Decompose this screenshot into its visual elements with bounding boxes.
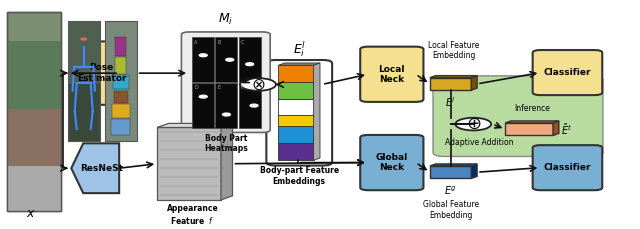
Text: A: A xyxy=(194,40,198,45)
Text: $\tilde{E}^t$: $\tilde{E}^t$ xyxy=(561,122,572,137)
FancyBboxPatch shape xyxy=(7,12,61,211)
Text: Appearance
Feature  $f$: Appearance Feature $f$ xyxy=(166,204,218,226)
Text: $x$: $x$ xyxy=(26,207,36,220)
Text: $M_i$: $M_i$ xyxy=(218,12,234,27)
Circle shape xyxy=(223,113,230,116)
Text: Body-part Feature
Embeddings: Body-part Feature Embeddings xyxy=(260,166,339,186)
FancyBboxPatch shape xyxy=(278,99,314,115)
Polygon shape xyxy=(71,143,119,193)
Text: $E^g$: $E^g$ xyxy=(444,185,457,197)
Text: Body Part
Heatmaps: Body Part Heatmaps xyxy=(204,134,248,153)
Text: Adaptive Addition: Adaptive Addition xyxy=(445,138,514,147)
Polygon shape xyxy=(505,121,559,123)
Text: Inference: Inference xyxy=(515,104,550,113)
FancyBboxPatch shape xyxy=(239,83,260,128)
FancyBboxPatch shape xyxy=(278,82,314,99)
FancyBboxPatch shape xyxy=(360,135,424,190)
FancyBboxPatch shape xyxy=(7,41,61,109)
Text: Pose
Estimator: Pose Estimator xyxy=(77,63,126,83)
Text: $\otimes$: $\otimes$ xyxy=(251,76,266,93)
Circle shape xyxy=(246,63,253,65)
FancyBboxPatch shape xyxy=(433,76,603,156)
FancyBboxPatch shape xyxy=(111,120,131,135)
Text: Classifier: Classifier xyxy=(544,68,591,77)
FancyBboxPatch shape xyxy=(7,109,61,166)
Text: Global
Neck: Global Neck xyxy=(376,153,408,172)
FancyBboxPatch shape xyxy=(430,78,471,90)
FancyBboxPatch shape xyxy=(278,115,314,126)
Circle shape xyxy=(456,118,491,131)
FancyBboxPatch shape xyxy=(360,47,424,102)
FancyBboxPatch shape xyxy=(532,145,602,190)
Text: D: D xyxy=(194,85,198,90)
FancyBboxPatch shape xyxy=(115,37,126,56)
FancyBboxPatch shape xyxy=(239,37,260,82)
Text: Classifier: Classifier xyxy=(544,163,591,172)
FancyBboxPatch shape xyxy=(68,21,100,85)
FancyBboxPatch shape xyxy=(278,143,314,160)
FancyBboxPatch shape xyxy=(105,21,137,141)
Text: $E_i^l$: $E_i^l$ xyxy=(292,40,306,59)
Text: $\oplus$: $\oplus$ xyxy=(465,115,481,133)
Text: Local Feature
Embedding: Local Feature Embedding xyxy=(428,41,479,60)
Text: C: C xyxy=(241,40,244,45)
Circle shape xyxy=(199,95,207,98)
Text: $E^l$: $E^l$ xyxy=(445,96,456,109)
FancyBboxPatch shape xyxy=(157,128,221,200)
Polygon shape xyxy=(278,63,320,65)
FancyBboxPatch shape xyxy=(266,60,332,166)
FancyBboxPatch shape xyxy=(278,126,314,143)
Text: B: B xyxy=(218,40,221,45)
Polygon shape xyxy=(471,164,477,178)
Circle shape xyxy=(199,54,207,57)
FancyBboxPatch shape xyxy=(181,32,270,132)
Polygon shape xyxy=(157,123,232,128)
Polygon shape xyxy=(71,41,119,105)
FancyBboxPatch shape xyxy=(7,166,61,211)
Polygon shape xyxy=(221,123,232,200)
FancyBboxPatch shape xyxy=(192,37,214,82)
Polygon shape xyxy=(314,63,320,160)
FancyBboxPatch shape xyxy=(505,123,553,135)
FancyBboxPatch shape xyxy=(113,75,129,90)
Circle shape xyxy=(250,104,258,107)
Text: F: F xyxy=(241,85,243,90)
FancyBboxPatch shape xyxy=(216,37,237,82)
Circle shape xyxy=(240,78,276,91)
FancyBboxPatch shape xyxy=(112,104,129,118)
FancyBboxPatch shape xyxy=(115,57,126,74)
FancyBboxPatch shape xyxy=(113,91,128,103)
Text: ResNeSt: ResNeSt xyxy=(80,164,123,173)
Text: E: E xyxy=(218,85,221,90)
Text: Local
Neck: Local Neck xyxy=(379,65,405,84)
FancyBboxPatch shape xyxy=(192,83,214,128)
Polygon shape xyxy=(430,164,477,166)
FancyBboxPatch shape xyxy=(216,83,237,128)
FancyBboxPatch shape xyxy=(278,65,314,82)
FancyBboxPatch shape xyxy=(68,21,100,141)
FancyBboxPatch shape xyxy=(532,50,602,95)
Polygon shape xyxy=(471,76,477,90)
Polygon shape xyxy=(430,76,477,78)
FancyBboxPatch shape xyxy=(430,166,471,178)
Text: Global Feature
Embedding: Global Feature Embedding xyxy=(422,200,479,220)
Polygon shape xyxy=(553,121,559,135)
Circle shape xyxy=(226,58,234,61)
